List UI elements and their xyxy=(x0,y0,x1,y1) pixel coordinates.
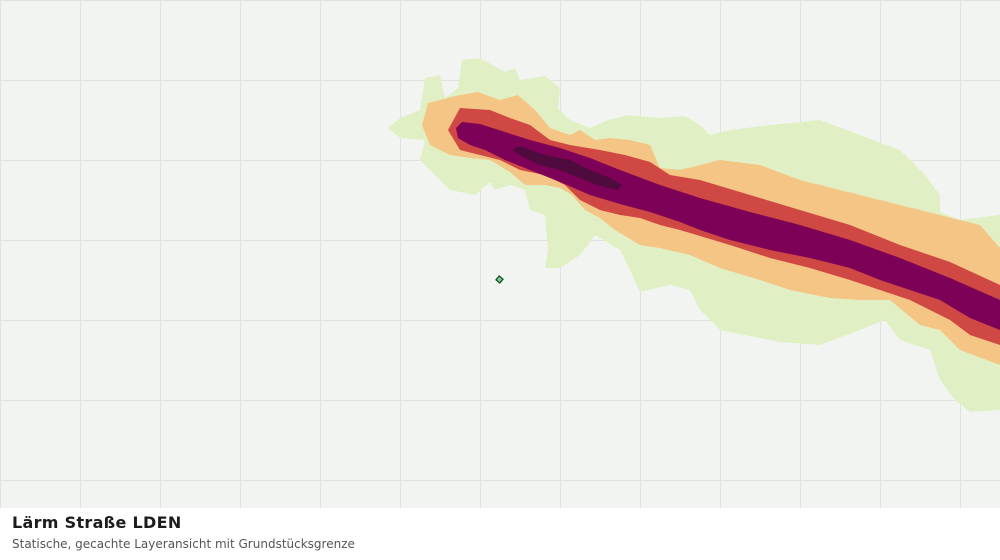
noise-zone-75 xyxy=(512,146,622,190)
caption: Lärm Straße LDEN Statische, gecachte Lay… xyxy=(0,508,1000,560)
layer-subtitle: Statische, gecachte Layeransicht mit Gru… xyxy=(12,537,355,551)
parcel-boundary[interactable] xyxy=(495,275,504,284)
layer-title: Lärm Straße LDEN xyxy=(12,513,182,532)
map[interactable] xyxy=(0,0,1000,508)
